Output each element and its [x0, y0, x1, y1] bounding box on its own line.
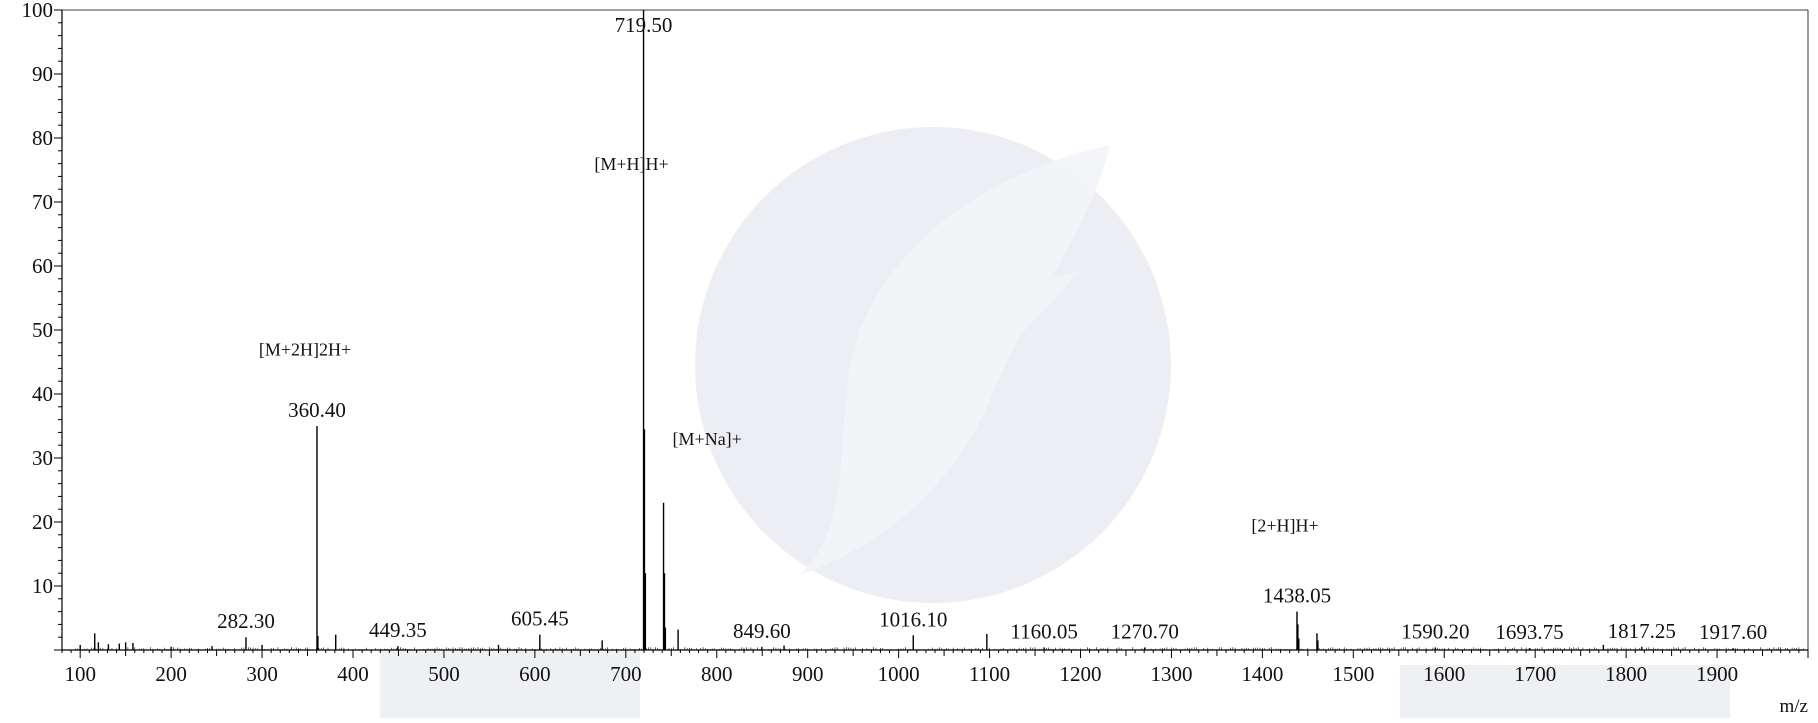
y-tick-label: 60: [32, 254, 53, 278]
peak-label: 1270.70: [1111, 619, 1179, 643]
ion-annotation: [2+H]H+: [1251, 516, 1318, 536]
y-tick-label: 20: [32, 510, 53, 534]
x-tick-label: 1900: [1696, 662, 1738, 686]
x-tick-label: 500: [428, 662, 460, 686]
baseline-noise: [75, 647, 1804, 650]
peak-label: 1160.05: [1010, 619, 1077, 643]
noise-trace: [75, 647, 1804, 650]
x-tick-label: 1600: [1423, 662, 1465, 686]
x-tick-label: 1200: [1060, 662, 1102, 686]
peak-label: 605.45: [511, 607, 569, 631]
peak-label: 360.40: [288, 398, 346, 422]
x-tick-label: 1700: [1514, 662, 1556, 686]
ion-annotation: [M+2H]2H+: [259, 340, 351, 360]
peak-label: 849.60: [733, 619, 791, 643]
y-tick-label: 90: [32, 62, 53, 86]
x-tick-label: 1800: [1605, 662, 1647, 686]
peak-label: 1590.20: [1401, 619, 1469, 643]
ion-annotations: [M+H]H+ [M+2H]2H+ [M+Na]+ [2+H]H+: [259, 154, 1319, 536]
watermark-logo: [380, 127, 1730, 718]
x-tick-label: 1300: [1150, 662, 1192, 686]
x-axis-ticks: 100 200 300 400 500 600 700 800 900 1000 1100 1200 1…: [61, 650, 1809, 686]
peak-label: 1817.25: [1608, 619, 1676, 643]
peak-labels: 719.50 360.40 282.30 449.35 605.45 849.60 1016…: [217, 13, 1767, 644]
peak-label: 449.35: [369, 618, 427, 642]
peak-label: 1693.75: [1495, 620, 1563, 644]
y-tick-label: 80: [32, 126, 53, 150]
peak-label: 1917.60: [1699, 620, 1767, 644]
y-tick-label: 50: [32, 318, 53, 342]
peak-label: 282.30: [217, 609, 275, 633]
peak-label: 1016.10: [879, 607, 947, 631]
y-axis-ticks: 10 20 30 40 50 60 70 80 90 100: [22, 0, 62, 651]
x-tick-label: 900: [792, 662, 824, 686]
x-tick-label: 700: [610, 662, 642, 686]
ion-annotation: [M+Na]+: [673, 429, 742, 449]
x-tick-label: 1000: [878, 662, 920, 686]
x-tick-label: 800: [701, 662, 733, 686]
y-tick-label: 10: [32, 574, 53, 598]
spectrum-peaks: [79, 10, 1734, 650]
y-tick-label: 100: [22, 0, 54, 22]
y-tick-label: 30: [32, 446, 53, 470]
ion-annotation: [M+H]H+: [594, 154, 668, 174]
y-tick-label: 40: [32, 382, 53, 406]
x-tick-label: 600: [519, 662, 551, 686]
y-tick-label: 70: [32, 190, 53, 214]
x-tick-label: 1500: [1332, 662, 1374, 686]
x-axis-label: m/z: [1780, 696, 1809, 717]
x-tick-label: 100: [64, 662, 96, 686]
x-tick-label: 200: [155, 662, 187, 686]
peak-label: 719.50: [615, 13, 673, 37]
peak-label: 1438.05: [1263, 584, 1331, 608]
x-tick-label: 400: [337, 662, 369, 686]
x-tick-label: 1400: [1241, 662, 1283, 686]
x-tick-label: 1100: [969, 662, 1010, 686]
x-tick-label: 300: [246, 662, 278, 686]
